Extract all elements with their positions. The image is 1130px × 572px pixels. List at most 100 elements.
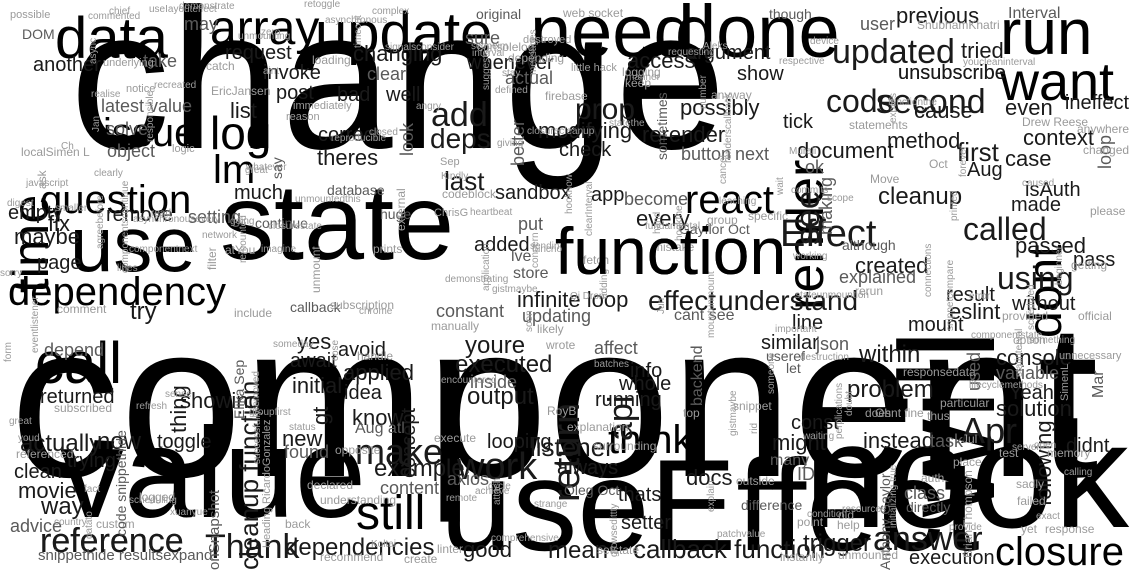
word-latest-value: latest value bbox=[101, 96, 193, 116]
word-commented: commented bbox=[88, 11, 141, 22]
word-snippet: snippet bbox=[733, 399, 772, 413]
word-last: last bbox=[444, 166, 485, 196]
word-even: even bbox=[1005, 95, 1053, 120]
word-invoke: invoke bbox=[263, 62, 321, 84]
word-status: status bbox=[289, 422, 316, 433]
word-modifying: modifying bbox=[538, 118, 633, 143]
word-setter: setter bbox=[621, 512, 672, 534]
word-useeffect: useEffect bbox=[440, 432, 980, 572]
word-object: object bbox=[107, 141, 156, 161]
word-statinterval: statinterval bbox=[1014, 328, 1025, 377]
word-thus: thus bbox=[927, 409, 950, 423]
word-firebase: firebase bbox=[545, 89, 588, 103]
word-forever: forever bbox=[958, 145, 969, 177]
word-infinite-loop: infinite loop bbox=[517, 287, 629, 312]
word-giving: giving bbox=[497, 138, 524, 149]
word-although: although bbox=[842, 237, 896, 253]
word-call: call bbox=[35, 331, 123, 396]
word-much: much bbox=[234, 182, 283, 204]
word-first: first bbox=[957, 137, 999, 167]
word-snippethide-resultsexpand: snippethide resultsexpand bbox=[38, 547, 213, 564]
word-heading-ricardogonzalez: Heading RicardoGonzalez bbox=[261, 419, 273, 548]
word-scopeim: scopeim bbox=[471, 41, 509, 52]
word-jan: Jan bbox=[91, 115, 102, 132]
word-know: know bbox=[352, 405, 404, 430]
word-leaching: leaching bbox=[719, 196, 757, 207]
word-user: user bbox=[860, 14, 896, 34]
word-responsible: responsible bbox=[145, 90, 156, 142]
word-updating: updating bbox=[522, 306, 592, 326]
word-lifecyclemethods: lifecyclemethods bbox=[969, 380, 1043, 391]
word-unsubscribe: unsubscribe bbox=[898, 62, 1006, 84]
word-chrome: chrome bbox=[359, 306, 393, 317]
word-setting: setting bbox=[188, 207, 242, 227]
word-please: please bbox=[1090, 204, 1126, 218]
word-smaller: smaller bbox=[55, 203, 88, 214]
word-agreebefore: agreebefore bbox=[95, 195, 106, 249]
word-way: way bbox=[41, 493, 84, 520]
word-data: data bbox=[55, 6, 168, 71]
word-didnt: didnt bbox=[1066, 435, 1110, 457]
word-angry: angry bbox=[416, 101, 442, 112]
word-important: important bbox=[775, 324, 817, 335]
word-perplications: perplications bbox=[834, 382, 845, 439]
word-setstate: setstate bbox=[597, 543, 640, 557]
word-auth: auth bbox=[921, 471, 945, 485]
word-theres: theres bbox=[317, 145, 379, 170]
word-database: database bbox=[327, 182, 385, 198]
word-function: function bbox=[555, 214, 787, 288]
word-variable: variable bbox=[996, 363, 1060, 383]
word-another: another bbox=[33, 54, 101, 76]
word-add: add bbox=[431, 96, 488, 134]
word-great: great bbox=[9, 416, 32, 427]
word-cycle: cycle bbox=[488, 481, 511, 492]
word-brian-thompson: Brian Thompson bbox=[961, 470, 975, 558]
word-funcrio: funcrio bbox=[532, 244, 563, 255]
word-anywhere: anywhere bbox=[1076, 122, 1129, 136]
word-ericjansen: EricJansen bbox=[211, 84, 271, 98]
word-execute: execute bbox=[434, 431, 477, 445]
word-running: running bbox=[595, 389, 662, 411]
word-unsubscribe: unsubscribe bbox=[898, 62, 1006, 84]
word-removed: removed bbox=[251, 371, 262, 410]
word-line: line bbox=[792, 312, 824, 334]
word-oct: Oct bbox=[929, 157, 948, 171]
word-many: many bbox=[770, 452, 810, 469]
word-eslint: eslint bbox=[949, 299, 1001, 324]
word-closure: closure bbox=[995, 530, 1124, 572]
word-underlying: underlying bbox=[103, 57, 154, 69]
word-remounted: remounted bbox=[238, 215, 249, 263]
word-returned: returned bbox=[40, 386, 115, 408]
word-check: check bbox=[559, 139, 612, 161]
word-directly: directly bbox=[906, 499, 951, 515]
word-thank: Thank bbox=[205, 528, 300, 566]
word-attach: attach bbox=[492, 477, 503, 505]
word-might: might bbox=[772, 430, 826, 455]
word-class: class bbox=[904, 483, 946, 503]
word-groupfirst: groupfirst bbox=[249, 407, 291, 418]
word-rerun: rerun bbox=[855, 284, 884, 298]
word-every: every bbox=[636, 206, 690, 231]
word-function: function bbox=[555, 214, 787, 288]
word-actual: actual bbox=[505, 68, 554, 88]
word-always: always bbox=[557, 457, 619, 479]
word-atyou: atYou bbox=[225, 243, 256, 257]
word-cause: cause bbox=[914, 98, 973, 123]
word-tick: tick bbox=[783, 111, 813, 133]
word-value: value bbox=[60, 402, 366, 545]
word-particular: particular bbox=[940, 396, 990, 410]
word-elika-sep: Elika Sep bbox=[231, 359, 247, 419]
word-respective: respective bbox=[779, 56, 825, 67]
word-royb: RoyB bbox=[547, 404, 577, 418]
word-though: though bbox=[769, 6, 812, 22]
word-inside: inside bbox=[470, 372, 518, 392]
word-subscription: subscription bbox=[330, 298, 395, 312]
word-xuanyue: xuanyue bbox=[170, 507, 208, 518]
word-imagine: imagine bbox=[261, 244, 297, 255]
word-simenl: SimenL bbox=[1059, 363, 1071, 401]
word-jun: Jun bbox=[656, 297, 667, 314]
word-const: const bbox=[791, 412, 839, 434]
word-output: output bbox=[467, 383, 534, 410]
word-statements: statements bbox=[849, 118, 908, 132]
word-look: look bbox=[397, 122, 417, 156]
